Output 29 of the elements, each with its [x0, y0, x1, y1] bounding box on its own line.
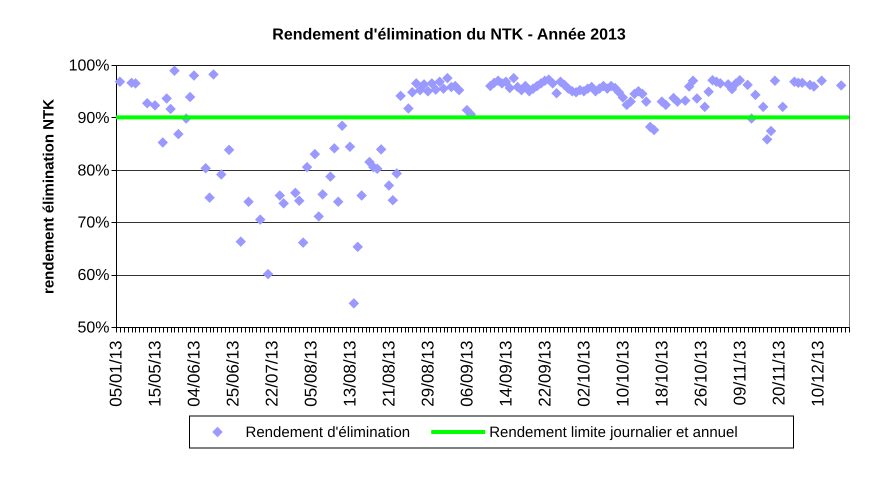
chart-title: Rendement d'élimination du NTK - Année 2013 — [272, 26, 626, 44]
y-tick-label: 100% — [68, 58, 110, 74]
x-tick-label: 13/08/13 — [340, 340, 360, 407]
y-tick-label: 70% — [77, 214, 110, 232]
y-tick-label: 80% — [77, 162, 110, 180]
x-tick-label: 06/09/13 — [457, 340, 476, 407]
legend-label: Rendement d'élimination — [246, 424, 410, 441]
x-tick-label: 21/08/13 — [379, 340, 398, 407]
x-tick-label: 10/10/13 — [613, 340, 632, 407]
y-tick-label: 90% — [77, 110, 110, 127]
x-tick-label: 20/11/13 — [769, 340, 788, 406]
y-axis-title: rendement élimination NTK — [40, 98, 58, 294]
x-tick-label: 22/09/13 — [535, 340, 554, 407]
x-tick-label: 02/10/13 — [574, 340, 594, 407]
x-tick-label: 05/01/13 — [106, 340, 126, 407]
x-tick-label: 04/06/13 — [184, 340, 204, 407]
x-tick-label: 22/07/13 — [262, 340, 282, 407]
x-tick-label: 25/06/13 — [223, 340, 242, 407]
x-tick-label: 14/09/13 — [496, 340, 516, 407]
x-tick-label: 29/08/13 — [418, 340, 438, 407]
x-tick-label: 10/12/13 — [808, 340, 828, 407]
x-tick-label: 18/10/13 — [652, 340, 672, 407]
x-tick-label: 09/11/13 — [730, 340, 750, 406]
y-tick-label: 50% — [77, 320, 110, 336]
y-tick-label: 60% — [77, 267, 110, 284]
x-tick-label: 05/08/13 — [301, 340, 320, 407]
x-tick-label: 26/10/13 — [691, 340, 710, 407]
x-tick-label: 15/05/13 — [145, 340, 164, 407]
legend-label: Rendement limite journalier et annuel — [489, 424, 738, 441]
